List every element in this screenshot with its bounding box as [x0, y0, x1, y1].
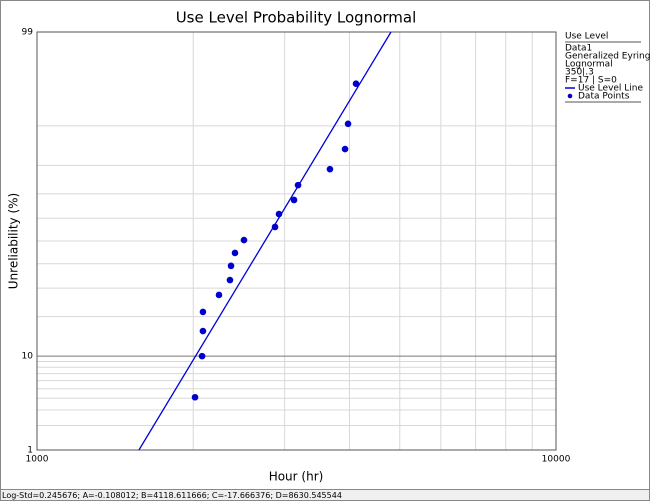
legend-text: F=17 | S=0 — [565, 76, 617, 86]
legend-text: Lognormal — [565, 60, 613, 70]
chart-title: Use Level Probability Lognormal — [176, 9, 417, 27]
legend-text: Generalized Eyring — [565, 52, 650, 62]
x-axis-label: Hour (hr) — [269, 470, 324, 484]
data-point — [227, 262, 235, 270]
data-point — [344, 120, 352, 128]
y-tick-label: 10 — [22, 352, 34, 362]
data-point — [215, 291, 223, 299]
data-point — [290, 196, 298, 204]
x-tick-label: 10000 — [542, 455, 571, 465]
legend-swatch — [567, 93, 573, 99]
data-point — [199, 327, 207, 335]
data-point — [294, 181, 302, 189]
legend-title: Use Level — [565, 32, 608, 42]
legend-entry: Data Points — [578, 92, 630, 102]
data-point — [199, 308, 207, 316]
legend-text: 350|.3 — [565, 68, 594, 78]
data-point — [198, 352, 206, 360]
plot-border — [36, 31, 557, 451]
use-level-line — [138, 32, 392, 450]
data-point — [341, 145, 349, 153]
data-point — [231, 249, 239, 257]
legend-entry: Use Level Line — [578, 84, 644, 94]
data-point — [326, 165, 334, 173]
data-point — [275, 210, 283, 218]
data-point — [191, 393, 199, 401]
legend-text: Data1 — [565, 44, 592, 54]
data-point — [271, 223, 279, 231]
y-tick-label: 99 — [22, 28, 34, 38]
data-point — [226, 276, 234, 284]
data-point — [240, 236, 248, 244]
data-point — [352, 80, 360, 88]
footer-text: Log-Std=0.245676; A=-0.108012; B=4118.61… — [2, 491, 342, 500]
y-axis-label: Unreliability (%) — [7, 193, 21, 289]
x-tick-label: 1000 — [26, 455, 49, 465]
y-tick-label: 1 — [27, 446, 33, 456]
